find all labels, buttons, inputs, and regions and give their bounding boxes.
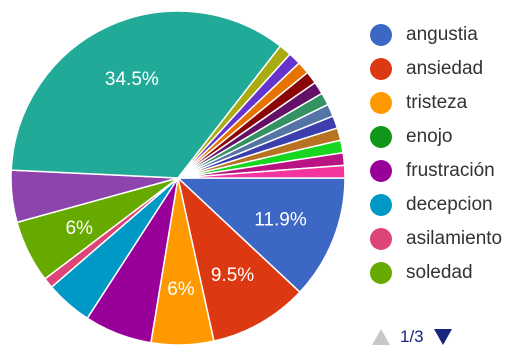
legend-swatch [370, 58, 392, 80]
legend-item-enojo[interactable]: enojo [370, 120, 502, 154]
pie-slice-label: 9.5% [211, 265, 254, 286]
pie-slice-label: 11.9% [254, 210, 307, 231]
previous-page-icon[interactable] [372, 329, 390, 345]
legend-swatch [370, 24, 392, 46]
legend-label: tristeza [406, 92, 468, 113]
legend-item-asilamiento[interactable]: asilamiento [370, 222, 502, 256]
legend-item-decepcion[interactable]: decepcion [370, 188, 502, 222]
legend-swatch [370, 126, 392, 148]
legend-label: frustración [406, 160, 495, 181]
pie-slice-label: 6% [65, 218, 93, 239]
legend-swatch [370, 228, 392, 250]
legend-swatch [370, 92, 392, 114]
legend-swatch [370, 262, 392, 284]
legend-pager: 1/3 [372, 327, 452, 347]
legend-label: asilamiento [406, 228, 503, 249]
pie-slice-angustia[interactable] [176, 177, 346, 294]
pie-slice-21[interactable] [177, 164, 346, 179]
legend: angustia ansiedad tristeza enojo frustra… [370, 18, 502, 290]
legend-item-soledad[interactable]: soledad [370, 256, 502, 290]
pie-slice-ansiedad[interactable] [176, 175, 301, 342]
legend-swatch [370, 194, 392, 216]
pie-chart: 11.9% 9.5% 6% 6% 34.5% [10, 10, 346, 346]
legend-item-angustia[interactable]: angustia [370, 18, 502, 52]
legend-label: angustia [406, 24, 478, 45]
legend-item-tristeza[interactable]: tristeza [370, 86, 502, 120]
pie-slice-9[interactable] [10, 10, 282, 179]
legend-item-frustracion[interactable]: frustración [370, 154, 502, 188]
legend-item-ansiedad[interactable]: ansiedad [370, 52, 502, 86]
legend-label: soledad [406, 262, 473, 283]
page-indicator: 1/3 [400, 327, 424, 346]
legend-label: ansiedad [406, 58, 484, 79]
legend-label: decepcion [406, 194, 493, 215]
legend-label: enojo [406, 126, 453, 147]
legend-swatch [370, 160, 392, 182]
pie-slice-label: 6% [167, 279, 195, 300]
next-page-icon[interactable] [433, 329, 452, 345]
pie-slice-label: 34.5% [105, 69, 159, 90]
